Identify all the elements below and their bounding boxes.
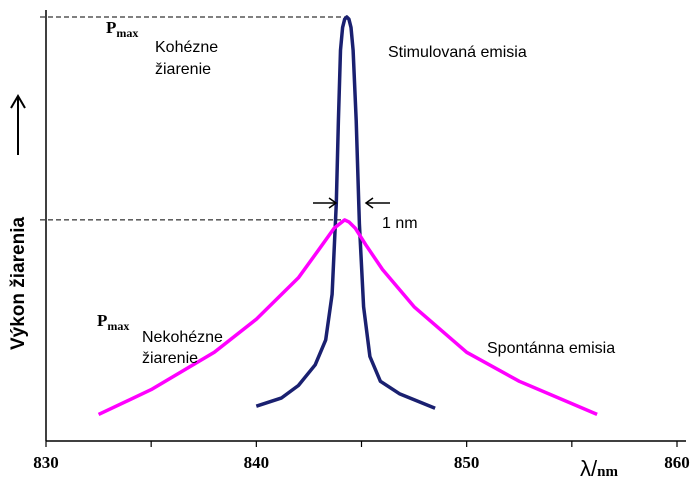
reference-lines (40, 16, 347, 221)
width-label: 1 nm (382, 215, 418, 232)
pmax-label-coherent: Pmax (106, 18, 138, 40)
x-ticks (45, 441, 678, 447)
x-tick-label: 850 (454, 453, 480, 472)
series-label-spontanna: Spontánna emisia (487, 340, 615, 357)
coherent-label-line1: Kohézne (155, 39, 218, 56)
x-tick-label: 830 (33, 453, 59, 472)
incoherent-label-line1: Nekohézne (142, 329, 223, 346)
x-tick-labels: 830 840 850 860 (33, 453, 690, 472)
x-tick-label: 860 (664, 453, 690, 472)
series-label-stimulovana: Stimulovaná emisia (388, 44, 527, 61)
series-line-stimulovana (255, 15, 436, 410)
series-line-spontanna (97, 218, 598, 417)
x-axis-label: λ/nm (580, 456, 618, 481)
y-axis-label: Výkon žiarenia (8, 217, 29, 350)
incoherent-label-line2: žiarenie (142, 350, 198, 367)
x-tick-label: 840 (244, 453, 270, 472)
width-marker (313, 197, 390, 209)
pmax-label-incoherent: Pmax (97, 311, 129, 333)
y-axis-arrow-icon (10, 94, 26, 155)
coherent-label-line2: žiarenie (155, 61, 211, 78)
